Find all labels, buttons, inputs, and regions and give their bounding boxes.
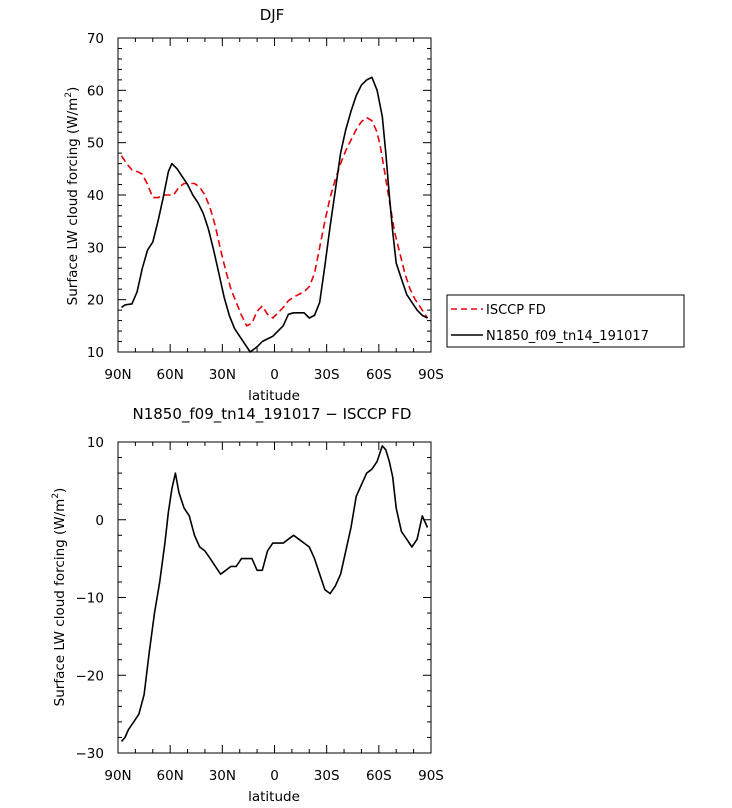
y-tick-label: 50 bbox=[87, 136, 104, 152]
y-tick-label: 40 bbox=[87, 188, 104, 204]
x-tick-label: 90S bbox=[418, 768, 444, 784]
y-tick-label: 30 bbox=[87, 240, 104, 256]
y-tick-label: 0 bbox=[95, 513, 104, 529]
chart-title: DJF bbox=[260, 6, 285, 24]
x-tick-label: 0 bbox=[270, 768, 279, 784]
series-line-0 bbox=[120, 445, 429, 742]
x-axis-label: latitude bbox=[248, 789, 300, 805]
x-ticks: 90N 60N 30N 0 30S 60S 90S bbox=[104, 38, 444, 383]
legend-label-isccp: ISCCP FD bbox=[486, 303, 546, 318]
y-axis-label: Surface LW cloud forcing (W/m2) bbox=[51, 488, 68, 707]
series-group bbox=[120, 76, 429, 353]
x-ticks: 90N 60N 30N 0 30S 60S 90S bbox=[104, 442, 444, 784]
x-tick-label: 60S bbox=[366, 768, 392, 784]
series-line-1 bbox=[121, 76, 428, 353]
y-axis-label: Surface LW cloud forcing (W/m2) bbox=[64, 87, 81, 306]
y-tick-label: 10 bbox=[87, 435, 104, 451]
x-tick-label: 0 bbox=[270, 367, 279, 383]
chart-title: N1850_f09_tn14_191017 − ISCCP FD bbox=[133, 405, 412, 424]
y-tick-label: −20 bbox=[76, 668, 105, 684]
x-tick-label: 60S bbox=[366, 367, 392, 383]
legend-label-model: N1850_f09_tn14_191017 bbox=[486, 329, 649, 344]
y-ticks: −30 −20 −10 0 10 bbox=[76, 435, 431, 762]
x-tick-label: 30S bbox=[314, 367, 340, 383]
x-tick-label: 60N bbox=[157, 768, 184, 784]
x-tick-label: 90S bbox=[418, 367, 444, 383]
y-tick-label: 10 bbox=[87, 345, 104, 361]
y-tick-label: −30 bbox=[76, 746, 105, 762]
plot-frame bbox=[117, 441, 432, 754]
x-tick-label: 90N bbox=[104, 768, 131, 784]
y-tick-label: −10 bbox=[76, 591, 105, 607]
x-tick-label: 30S bbox=[314, 768, 340, 784]
x-tick-label: 30N bbox=[209, 367, 236, 383]
x-tick-label: 30N bbox=[209, 768, 236, 784]
series-group bbox=[120, 445, 429, 742]
panel-top-djf: DJF 90N 60N 30N 0 30S 60S 90S 10 20 30 40 50 60 70 l… bbox=[64, 6, 685, 404]
y-tick-label: 60 bbox=[87, 83, 104, 99]
y-tick-label: 70 bbox=[87, 31, 104, 47]
y-ticks: 10 20 30 40 50 60 70 bbox=[87, 31, 431, 361]
x-tick-label: 90N bbox=[104, 367, 131, 383]
panel-bottom-difference: N1850_f09_tn14_191017 − ISCCP FD 90N 60N 3… bbox=[51, 405, 444, 805]
legend-box bbox=[446, 294, 685, 348]
legend: ISCCP FD N1850_f09_tn14_191017 bbox=[446, 294, 685, 348]
x-axis-label: latitude bbox=[248, 388, 300, 404]
x-tick-label: 60N bbox=[157, 367, 184, 383]
y-tick-label: 20 bbox=[87, 293, 104, 309]
series-line-0 bbox=[120, 116, 429, 327]
